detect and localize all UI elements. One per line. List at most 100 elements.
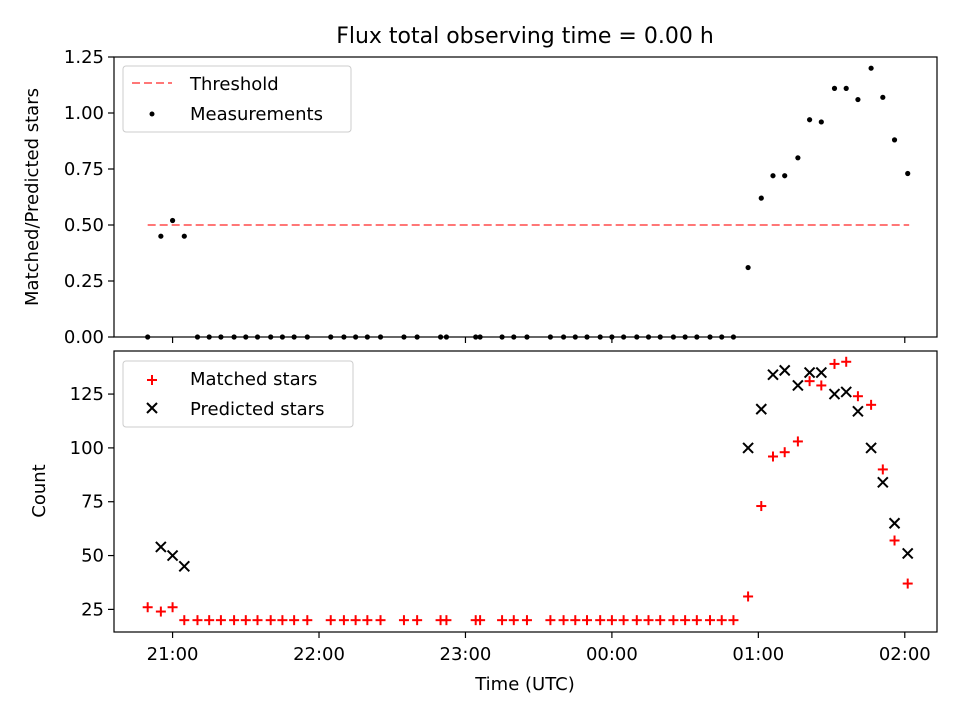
matched-stars-point	[829, 358, 840, 369]
bottom-y-axis-label: Count	[29, 464, 50, 517]
measurement-point	[682, 334, 688, 340]
matched-stars-point	[902, 578, 913, 589]
top-y-tick-label: 1.25	[64, 47, 104, 68]
measurement-point	[634, 334, 640, 340]
measurement-point	[795, 155, 801, 161]
measurement-point	[231, 334, 237, 340]
predicted-stars-point	[840, 386, 852, 398]
matched-stars-point	[743, 591, 754, 602]
matched-stars-point	[558, 615, 569, 626]
measurement-point	[364, 334, 370, 340]
matched-stars-point	[475, 615, 486, 626]
top-y-tick-label: 1.00	[64, 103, 104, 124]
matched-stars-point	[350, 615, 361, 626]
matched-stars-point	[816, 380, 827, 391]
top-y-tick-label: 0.25	[64, 271, 104, 292]
matched-stars-point	[655, 615, 666, 626]
matched-stars-point	[792, 436, 803, 447]
x-tick-label: 21:00	[147, 644, 199, 665]
predicted-stars-point	[178, 560, 190, 573]
measurement-point	[905, 170, 911, 177]
predicted-stars-point	[815, 366, 828, 379]
x-tick-label: 01:00	[732, 644, 784, 665]
measurement-point	[328, 334, 334, 340]
matched-stars-point	[705, 615, 716, 626]
predicted-stars-point	[767, 368, 779, 381]
matched-stars-legend-swatch	[147, 375, 157, 385]
matched-stars-point	[570, 615, 581, 626]
measurements-legend-label: Measurements	[190, 104, 323, 125]
predicted-stars-point	[755, 403, 767, 415]
matched-stars-point	[728, 615, 739, 626]
chart-title: Flux total observing time = 0.00 h	[336, 24, 714, 49]
predicted-stars-point	[803, 366, 816, 379]
measurement-point	[401, 334, 407, 340]
matched-stars-point	[277, 615, 288, 626]
predicted-stars-legend-swatch	[146, 402, 158, 414]
matched-stars-point	[240, 615, 251, 626]
measurement-point	[304, 334, 310, 340]
predicted-stars-legend-label: Predicted stars	[190, 399, 324, 420]
matched-stars-point	[192, 615, 203, 626]
matched-stars-point	[252, 615, 263, 626]
predicted-stars-point	[166, 549, 179, 562]
top-marks	[145, 65, 911, 340]
predicted-stars-point	[742, 442, 754, 454]
matched-stars-point	[804, 376, 815, 387]
measurement-point	[524, 334, 530, 340]
matched-stars-point	[521, 615, 532, 626]
measurement-point	[880, 94, 886, 100]
top-x-ticks	[171, 337, 906, 343]
measurement-point	[758, 195, 764, 201]
bottom-y-tick-label: 100	[70, 438, 104, 459]
measurement-point	[254, 334, 261, 340]
measurement-point	[657, 334, 663, 340]
matched-stars-point	[877, 464, 888, 475]
bottom-y-tick-label: 75	[81, 492, 104, 513]
top-y-tick-label: 0.50	[64, 215, 104, 236]
predicted-stars-point	[852, 405, 864, 417]
top-y-tick-label: 0.00	[64, 327, 104, 348]
measurement-point	[868, 65, 874, 71]
bottom-y-tick-label: 50	[81, 546, 104, 567]
measurement-point	[377, 334, 384, 340]
measurement-point	[584, 334, 590, 340]
predicted-stars-point	[888, 517, 901, 529]
measurement-point	[145, 334, 151, 340]
bottom-plot-frame	[113, 350, 938, 633]
bottom-panel: 25 50 75 100 125 21:00 22:00 23:00 00:00 01:00 02…	[29, 350, 938, 695]
matched-stars-point	[265, 615, 276, 626]
x-tick-label: 00:00	[586, 644, 638, 665]
matched-stars-point	[595, 615, 606, 626]
x-tick-label: 22:00	[293, 644, 345, 665]
measurements-legend-swatch	[149, 111, 155, 117]
predicted-stars-point	[828, 388, 841, 400]
matched-stars-point	[866, 399, 877, 410]
matched-stars-point	[167, 602, 178, 613]
matched-stars-point	[155, 606, 166, 617]
predicted-stars-point	[877, 476, 889, 489]
matched-stars-point	[618, 615, 629, 626]
matched-stars-point	[889, 535, 900, 546]
measurement-point	[560, 334, 567, 340]
matched-stars-point	[362, 615, 373, 626]
measurement-point	[621, 334, 627, 340]
matched-stars-point	[338, 615, 349, 626]
measurement-point	[843, 85, 849, 91]
measurement-point	[572, 334, 578, 340]
matched-stars-point	[142, 602, 153, 613]
matched-stars-point	[779, 447, 790, 458]
measurement-point	[473, 334, 479, 340]
bottom-marks	[142, 356, 914, 626]
measurement-point	[181, 233, 187, 239]
bottom-y-tick-label: 25	[81, 599, 104, 620]
matched-stars-point	[668, 615, 679, 626]
measurement-point	[645, 334, 652, 340]
top-y-axis-label: Matched/Predicted stars	[22, 88, 43, 306]
matched-stars-point	[767, 451, 778, 462]
matched-stars-point	[582, 615, 593, 626]
predicted-stars-point	[778, 364, 791, 377]
measurement-point	[782, 173, 788, 179]
measurement-point	[169, 217, 176, 224]
